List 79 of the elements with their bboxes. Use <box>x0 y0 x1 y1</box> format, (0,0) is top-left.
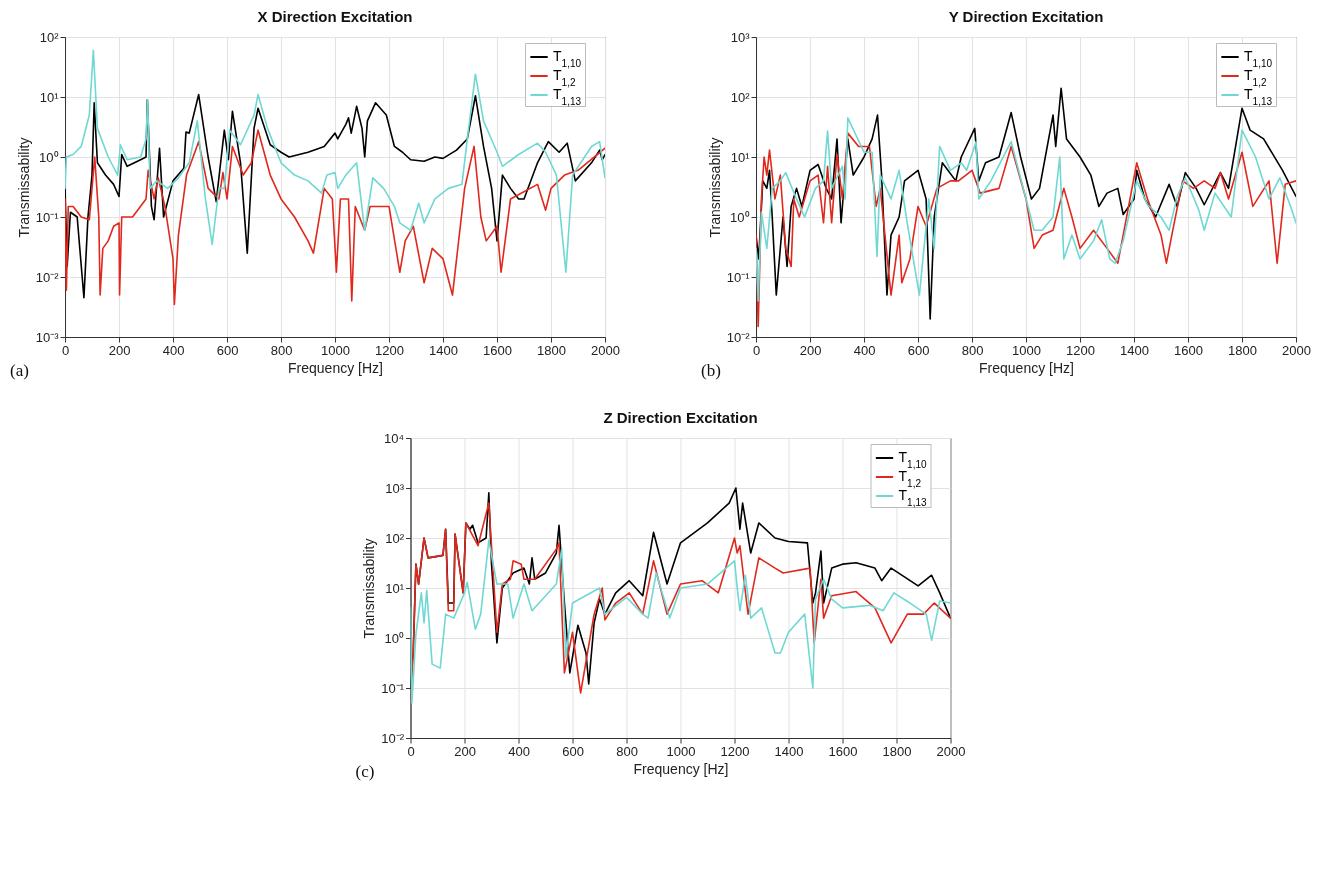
x-tick-label: 0 <box>752 342 761 358</box>
x-tick-label: 800 <box>270 342 293 358</box>
x-tick-label: 800 <box>961 342 984 358</box>
y-axis-title: Transmissability <box>361 538 378 639</box>
x-tick-label: 0 <box>407 743 415 759</box>
x-tick-label: 0 <box>61 342 70 358</box>
y-tick-label: 10⁰ <box>384 630 405 646</box>
x-axis-title: Frequency [Hz] <box>288 359 383 376</box>
legend-label: T$_{1,2}$ <box>1244 67 1267 88</box>
x-axis-title: Frequency [Hz] <box>979 359 1074 376</box>
legend-label: T$_{1,2}$ <box>553 67 576 88</box>
x-tick-label: 1800 <box>882 743 912 759</box>
x-tick-label: 200 <box>454 743 476 759</box>
x-tick-label: 1400 <box>429 342 458 358</box>
x-tick-label: 1200 <box>720 743 750 759</box>
text: (c) <box>355 762 375 781</box>
y-tick-label: 10³ <box>385 480 405 496</box>
x-tick-label: 1400 <box>1120 342 1149 358</box>
y-tick-label: 10⁰ <box>39 149 59 165</box>
x-tick-label: 2000 <box>1282 342 1311 358</box>
x-tick-label: 1800 <box>537 342 566 358</box>
legend-label: T$_{1,10}$ <box>1244 48 1273 69</box>
x-tick-label: 400 <box>508 743 530 759</box>
y-tick-label: 10³ <box>730 29 751 45</box>
text: (a) <box>10 361 29 380</box>
x-tick-label: 400 <box>853 342 876 358</box>
y-tick-label: 10⁻² <box>35 269 60 285</box>
y-tick-label: 10⁻¹ <box>381 680 405 696</box>
y-axis-title: Transmissability <box>15 137 32 238</box>
x-tick-label: 1400 <box>774 743 804 759</box>
y-tick-label: 10⁻² <box>381 730 405 746</box>
y-tick-label: 10² <box>385 530 405 546</box>
line-series <box>756 117 1297 302</box>
y-tick-label: 10⁴ <box>383 430 405 446</box>
x-tick-label: 2000 <box>936 743 966 759</box>
x-tick-label: 200 <box>799 342 822 358</box>
x-tick-label: 600 <box>562 743 584 759</box>
y-axis-title: Transmissability <box>706 137 723 238</box>
y-tick-label: 10¹ <box>385 580 405 596</box>
x-tick-label: 1000 <box>1012 342 1041 358</box>
y-tick-label: 10⁰ <box>730 209 750 225</box>
y-tick-label: 10⁻¹ <box>726 269 751 285</box>
chart-title: Y Direction Excitation <box>948 8 1104 25</box>
legend-label: T$_{1,10}$ <box>898 449 927 470</box>
chart-title: Z Direction Excitation <box>603 409 758 426</box>
legend-label: T$_{1,10}$ <box>553 48 582 69</box>
y-tick-label: 10⁻¹ <box>35 209 60 225</box>
legend-label: T$_{1,2}$ <box>898 468 922 489</box>
x-tick-label: 1000 <box>321 342 350 358</box>
x-tick-label: 800 <box>616 743 638 759</box>
line-series <box>756 132 1297 328</box>
line-series <box>756 87 1297 320</box>
x-tick-label: 1800 <box>1228 342 1257 358</box>
x-tick-label: 400 <box>162 342 185 358</box>
legend-label: T$_{1,13}$ <box>1244 86 1273 107</box>
x-tick-label: 600 <box>907 342 930 358</box>
x-tick-label: 1600 <box>828 743 858 759</box>
legend-label: T$_{1,13}$ <box>898 487 927 508</box>
y-tick-label: 10⁻² <box>726 329 751 345</box>
x-tick-label: 200 <box>108 342 131 358</box>
y-tick-label: 10⁻³ <box>35 329 60 345</box>
line-series <box>65 129 606 306</box>
x-tick-label: 1600 <box>1174 342 1203 358</box>
text: (b) <box>701 361 721 380</box>
line-series <box>65 49 606 274</box>
x-tick-label: 1000 <box>666 743 696 759</box>
x-tick-label: 600 <box>216 342 239 358</box>
chart-title: X Direction Excitation <box>257 8 413 25</box>
y-tick-label: 10¹ <box>39 89 60 105</box>
line-series <box>410 539 951 704</box>
y-tick-label: 10² <box>39 29 60 45</box>
x-tick-label: 1200 <box>1066 342 1095 358</box>
legend-label: T$_{1,13}$ <box>553 86 582 107</box>
x-tick-label: 2000 <box>591 342 620 358</box>
y-tick-label: 10² <box>730 89 751 105</box>
x-tick-label: 1600 <box>483 342 512 358</box>
y-tick-label: 10¹ <box>730 149 751 165</box>
x-axis-title: Frequency [Hz] <box>633 760 729 777</box>
x-tick-label: 1200 <box>375 342 404 358</box>
